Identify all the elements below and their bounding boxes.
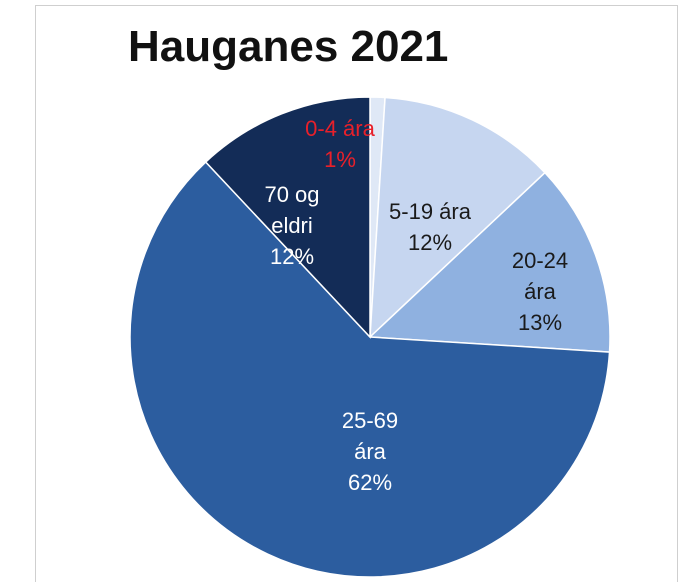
data-label: 0-4 ára 1% bbox=[280, 114, 400, 176]
value-label: 62% bbox=[347, 469, 393, 495]
category-label: 5-19 ára bbox=[389, 199, 471, 225]
category-label: 25-69 ára bbox=[341, 407, 399, 464]
category-label: 20-24 ára bbox=[511, 247, 569, 304]
chart-frame bbox=[35, 5, 678, 582]
pie-slice bbox=[129, 160, 611, 578]
pie-slice bbox=[368, 171, 611, 353]
data-label: 25-69 ára 62% bbox=[325, 406, 415, 498]
data-label: 70 og eldri 12% bbox=[252, 180, 332, 272]
value-label: 12% bbox=[407, 230, 453, 255]
category-label: 70 og eldri bbox=[264, 181, 320, 238]
chart-title: Hauganes 2021 bbox=[128, 22, 449, 71]
value-label: 12% bbox=[269, 243, 315, 269]
data-label: 20-24 ára 13% bbox=[500, 246, 580, 338]
pie-slice bbox=[369, 96, 547, 339]
pie-slice bbox=[204, 96, 371, 339]
value-label: 1% bbox=[324, 147, 356, 172]
value-label: 13% bbox=[517, 309, 563, 335]
data-label: 5-19 ára 12% bbox=[370, 197, 490, 259]
category-label: 0-4 ára bbox=[305, 116, 375, 142]
